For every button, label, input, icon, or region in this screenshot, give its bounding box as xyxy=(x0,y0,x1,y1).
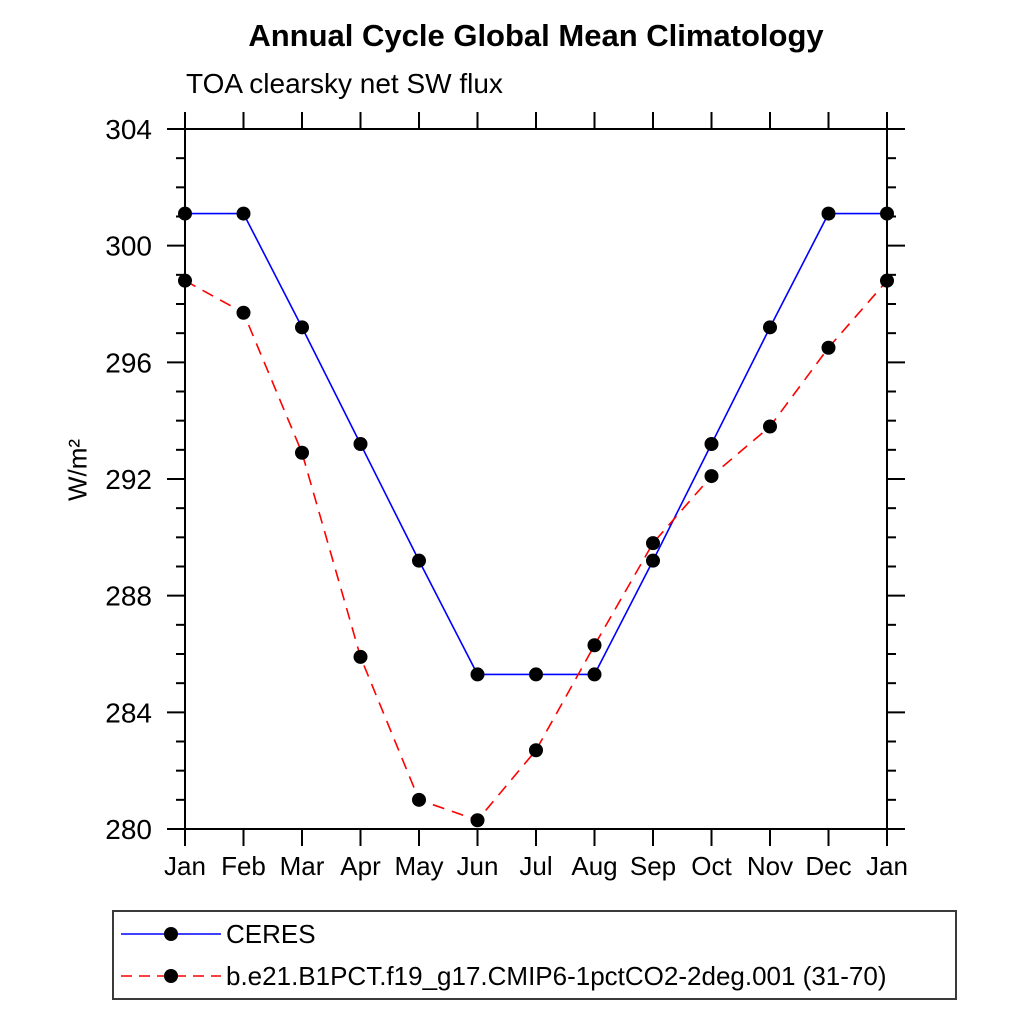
x-tick-label: Jan xyxy=(164,851,206,881)
legend-sample-marker-icon xyxy=(164,969,178,983)
x-tick-label: Nov xyxy=(747,851,793,881)
data-point-0 xyxy=(412,553,426,568)
plot-frame xyxy=(184,128,888,830)
data-point-0 xyxy=(529,667,543,682)
x-tick-label: Jun xyxy=(457,851,499,881)
data-point-1 xyxy=(646,536,660,551)
y-tick-label: 288 xyxy=(105,581,152,612)
x-tick-label: Dec xyxy=(805,851,851,881)
chart-title: Annual Cycle Global Mean Climatology xyxy=(248,18,824,53)
x-tick-label: Mar xyxy=(280,851,325,881)
data-point-0 xyxy=(763,320,777,335)
legend-label-model: b.e21.B1PCT.f19_g17.CMIP6-1pctCO2-2deg.0… xyxy=(226,960,887,991)
legend-line-sample-solid xyxy=(121,927,221,941)
data-point-1 xyxy=(236,305,251,320)
data-point-1 xyxy=(880,273,894,288)
data-point-0 xyxy=(470,667,485,682)
legend-sample-marker-icon xyxy=(164,927,178,941)
data-point-0 xyxy=(236,206,251,221)
data-point-0 xyxy=(821,206,836,221)
data-point-1 xyxy=(295,445,309,460)
y-tick-label: 284 xyxy=(105,697,152,728)
x-tick-label: Feb xyxy=(221,851,266,881)
data-point-0 xyxy=(587,667,602,682)
data-point-0 xyxy=(295,320,309,335)
data-point-0 xyxy=(178,206,192,221)
data-point-1 xyxy=(178,273,192,288)
x-tick-label: Jan xyxy=(866,851,908,881)
legend: CERES b.e21.B1PCT.f19_g17.CMIP6-1pctCO2-… xyxy=(112,910,957,1000)
data-point-0 xyxy=(646,553,660,568)
legend-item-model: b.e21.B1PCT.f19_g17.CMIP6-1pctCO2-2deg.0… xyxy=(119,955,955,997)
data-point-1 xyxy=(763,419,777,434)
y-tick-label: 300 xyxy=(105,231,152,262)
data-point-1 xyxy=(470,813,485,828)
y-tick-label: 280 xyxy=(105,814,152,845)
data-point-1 xyxy=(821,340,836,355)
y-tick-label: 304 xyxy=(105,114,152,145)
series-line-0 xyxy=(185,212,887,676)
data-point-1 xyxy=(587,638,602,653)
data-point-0 xyxy=(704,437,719,451)
x-tick-label: May xyxy=(394,851,443,881)
y-tick-label: 292 xyxy=(105,464,152,495)
data-point-0 xyxy=(880,206,894,221)
x-tick-label: Sep xyxy=(630,851,676,881)
legend-line-sample-dashed xyxy=(121,969,221,983)
data-point-1 xyxy=(529,743,543,758)
y-tick-label: 296 xyxy=(105,347,152,378)
data-point-1 xyxy=(704,469,719,484)
data-point-1 xyxy=(412,792,426,807)
x-tick-label: Jul xyxy=(519,851,552,881)
data-point-1 xyxy=(353,649,368,664)
x-tick-label: Aug xyxy=(571,851,617,881)
chart-subtitle: TOA clearsky net SW flux xyxy=(186,68,503,99)
legend-item-ceres: CERES xyxy=(119,913,955,955)
x-tick-label: Apr xyxy=(340,851,381,881)
x-tick-label: Oct xyxy=(691,851,732,881)
series-line-1 xyxy=(184,279,888,822)
legend-label-ceres: CERES xyxy=(226,918,316,949)
data-point-0 xyxy=(353,437,368,451)
